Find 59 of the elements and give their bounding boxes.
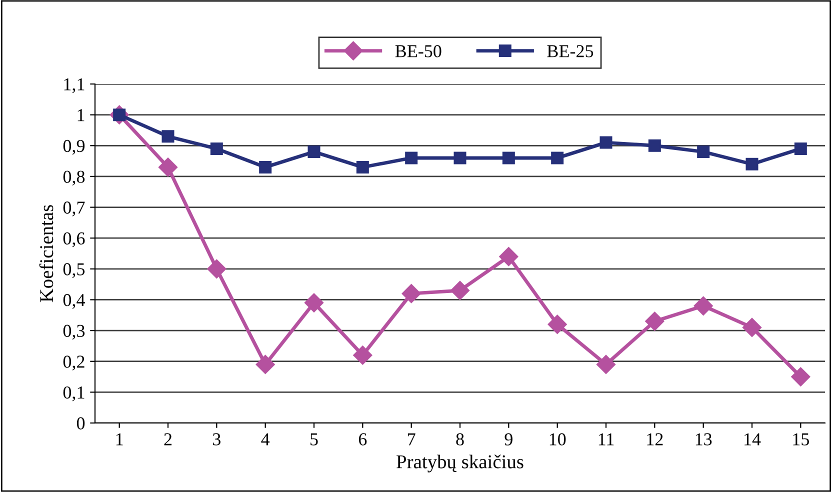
y-tick-label: 0,3 [63, 324, 85, 340]
x-tick-label: 3 [213, 433, 220, 446]
point [794, 142, 807, 155]
y-tick-label: 0,2 [63, 356, 84, 370]
x-tick-label: 12 [647, 433, 663, 446]
point [304, 293, 324, 312]
point [645, 312, 664, 331]
point [596, 354, 616, 374]
point [454, 152, 466, 164]
point [600, 136, 612, 149]
point [548, 314, 567, 334]
y-tick-label: 0,4 [63, 294, 85, 309]
x-tick-label: 11 [598, 433, 614, 446]
legend-label: BE-25 [547, 45, 594, 58]
point [405, 152, 418, 164]
y-tick-label: 1,1 [64, 78, 84, 94]
y-tick-label: 0,1 [63, 386, 84, 402]
x-tick-label: 6 [358, 433, 367, 446]
x-tick-label: 10 [550, 433, 566, 446]
x-axis-title: Pratybų skaičius [396, 454, 524, 472]
x-tick-label: 8 [456, 433, 464, 446]
point [308, 146, 320, 158]
y-tick-label: 0 [76, 417, 85, 430]
y-tick-label: 0,8 [63, 170, 85, 186]
point [256, 354, 275, 374]
y-tick-label: 0,9 [63, 140, 85, 155]
point [162, 130, 174, 143]
point [402, 284, 421, 304]
point [742, 318, 762, 337]
point [694, 296, 713, 316]
y-axis-title: Koeficientas [39, 205, 54, 302]
point [746, 158, 758, 170]
y-tick-label: 0,6 [63, 232, 85, 248]
x-tick-label: 2 [164, 433, 172, 446]
point [697, 146, 710, 158]
y-tick-label: 1 [78, 109, 84, 122]
point [210, 142, 223, 155]
point [502, 152, 515, 164]
x-tick-label: 1 [116, 433, 123, 446]
legend-label: BE-50 [395, 45, 442, 58]
point [499, 247, 518, 266]
point [551, 152, 564, 164]
x-tick-label: 14 [744, 433, 761, 446]
point [353, 346, 372, 365]
x-tick-label: 7 [408, 433, 416, 446]
point [356, 160, 369, 174]
point [648, 139, 661, 152]
x-tick-label: 9 [504, 433, 512, 446]
x-tick-label: 13 [696, 433, 712, 446]
y-tick-label: 0,5 [63, 263, 85, 278]
x-tick-label: 5 [310, 433, 318, 446]
y-tick-label: 0,7 [63, 202, 85, 216]
x-tick-label: 15 [793, 433, 809, 446]
x-tick-label: 4 [261, 433, 270, 446]
point [259, 160, 272, 174]
point [450, 280, 470, 300]
point [207, 259, 226, 278]
point [791, 367, 810, 386]
point [158, 158, 178, 177]
